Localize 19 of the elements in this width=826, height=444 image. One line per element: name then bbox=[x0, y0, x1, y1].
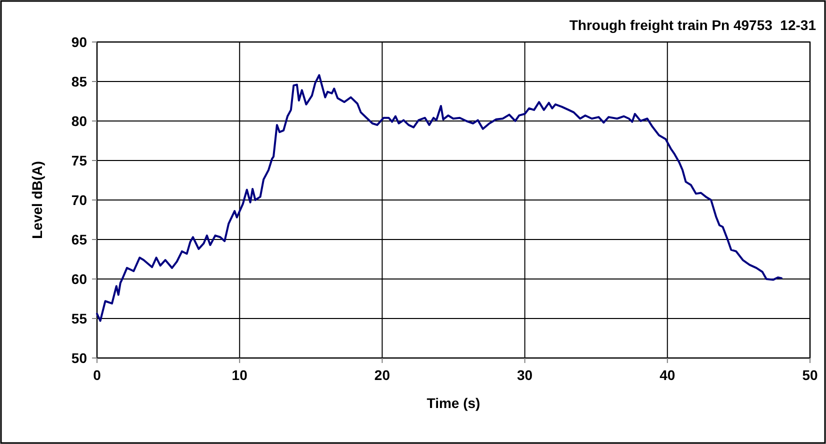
line-series bbox=[96, 74, 782, 322]
x-tick-label: 20 bbox=[374, 367, 390, 383]
x-axis-title: Time (s) bbox=[426, 395, 480, 411]
y-tick-label: 70 bbox=[71, 192, 88, 208]
x-tick-label: 0 bbox=[93, 367, 102, 383]
y-axis-title: Level dB(A) bbox=[29, 161, 45, 239]
x-tick-label: 40 bbox=[660, 367, 676, 383]
y-tick-label: 65 bbox=[71, 231, 88, 248]
chart-title: Through freight train Pn 49753 12-31 bbox=[569, 17, 816, 33]
x-tick-label: 50 bbox=[802, 367, 818, 383]
y-tick-label: 80 bbox=[71, 112, 88, 129]
x-tick-label: 30 bbox=[517, 367, 533, 383]
y-tick-label: 85 bbox=[71, 73, 88, 90]
y-tick-label: 55 bbox=[71, 310, 88, 326]
y-tick-label: 60 bbox=[71, 270, 88, 287]
y-tick-label: 75 bbox=[71, 152, 88, 168]
x-tick-label: 10 bbox=[232, 367, 248, 383]
y-tick-label: 90 bbox=[71, 34, 88, 50]
y-tick-label: 50 bbox=[71, 350, 88, 366]
